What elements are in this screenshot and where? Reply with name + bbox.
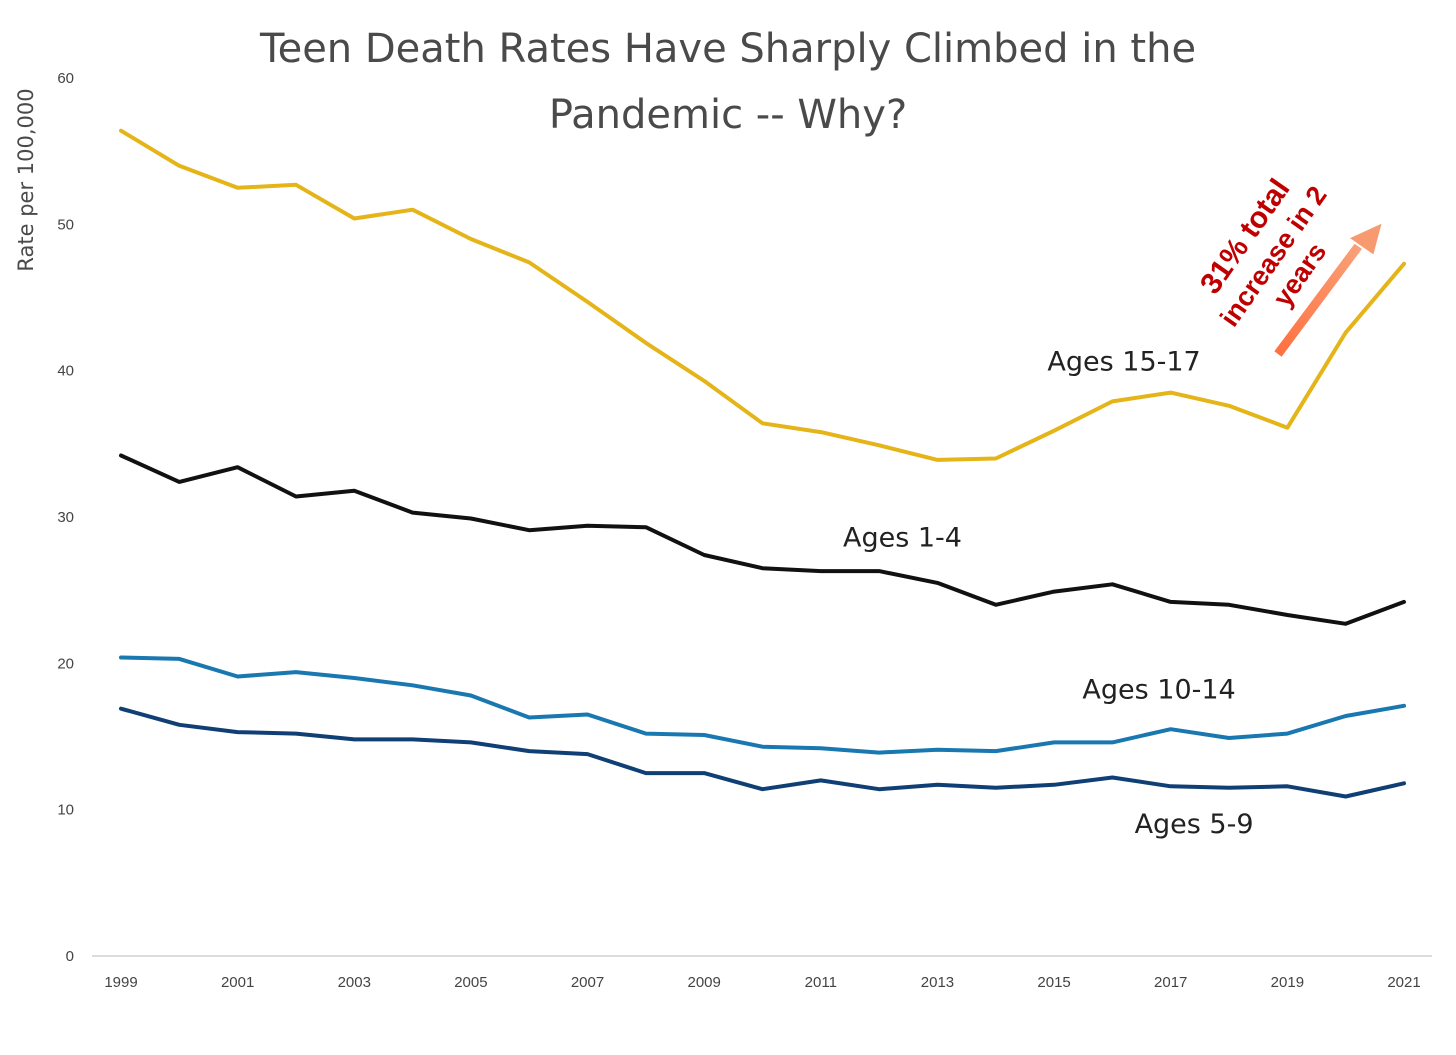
- x-tick-labels: 1999 2001 2003 2005 2007 2009 2011 2013 2015 2017…: [104, 974, 1420, 991]
- series-line-ages-15-17: [119, 128, 1406, 462]
- series-lines: [119, 128, 1406, 799]
- x-tick-label: 2005: [454, 974, 487, 991]
- x-tick-label: 2013: [921, 974, 954, 991]
- x-tick-label: 2019: [1271, 974, 1304, 991]
- series-label-ages-1-4: Ages 1-4: [843, 522, 962, 553]
- x-tick-label: 2017: [1154, 974, 1187, 991]
- increase-annotation: 31% total increase in 2 years: [1194, 173, 1385, 361]
- series-labels: Ages 15-17 Ages 1-4 Ages 10-14 Ages 5-9: [843, 347, 1254, 840]
- y-tick-label: 30: [57, 509, 74, 526]
- increase-arrow: [1271, 220, 1385, 361]
- x-tick-label: 2009: [687, 974, 720, 991]
- x-tick-label: 2007: [571, 974, 604, 991]
- y-tick-label: 0: [66, 948, 74, 965]
- series-line-ages-1-4: [119, 453, 1406, 626]
- x-tick-label: 2003: [338, 974, 371, 991]
- chart-title: Teen Death Rates Have Sharply Climbed in…: [259, 26, 1196, 138]
- y-tick-label: 50: [57, 216, 74, 233]
- x-tick-label: 2011: [805, 974, 837, 991]
- chart-title-line-2: Pandemic -- Why?: [549, 92, 907, 138]
- series-label-ages-5-9: Ages 5-9: [1135, 809, 1254, 840]
- y-tick-label: 40: [57, 363, 74, 380]
- x-tick-label: 2021: [1387, 974, 1420, 991]
- increase-annotation-text: 31% total increase in 2 years: [1194, 173, 1333, 332]
- series-line-ages-10-14: [119, 655, 1406, 755]
- y-axis-title: Rate per 100,000: [14, 88, 38, 271]
- x-tick-label: 2015: [1037, 974, 1070, 991]
- chart-title-line-1: Teen Death Rates Have Sharply Climbed in…: [259, 26, 1196, 72]
- x-tick-label: 1999: [104, 974, 137, 991]
- x-tick-label: 2001: [221, 974, 254, 991]
- series-line-ages-5-9: [119, 706, 1406, 799]
- y-tick-label: 20: [57, 655, 74, 672]
- series-label-ages-15-17: Ages 15-17: [1047, 347, 1200, 378]
- y-tick-label: 10: [57, 802, 74, 819]
- y-tick-label: 60: [57, 70, 74, 87]
- y-tick-labels: 0 10 20 30 40 50 60: [57, 70, 74, 965]
- series-label-ages-10-14: Ages 10-14: [1082, 674, 1235, 705]
